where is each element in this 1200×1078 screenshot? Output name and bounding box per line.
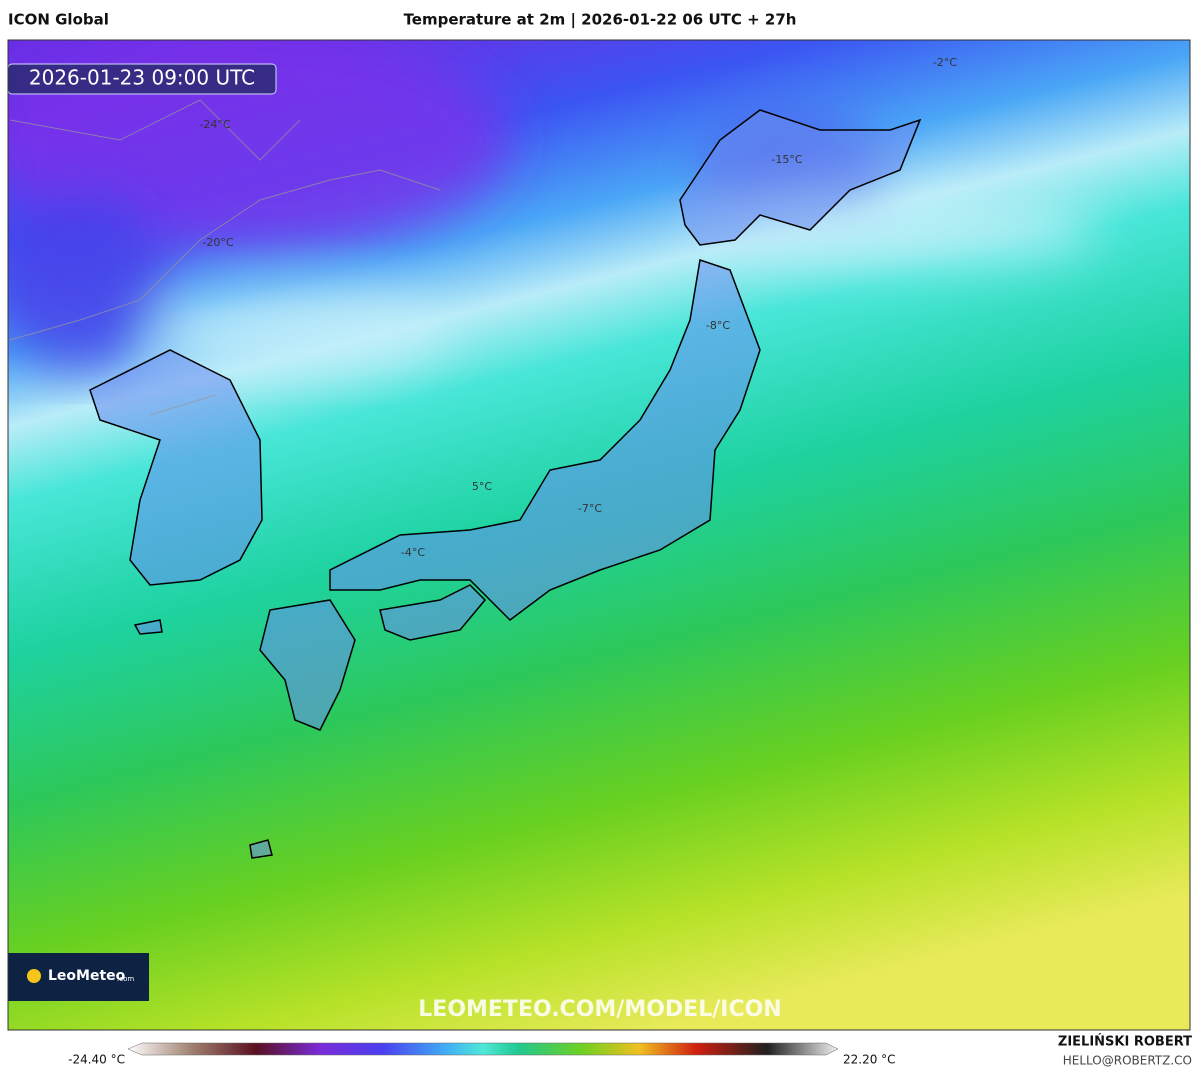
logo-name: LeoMeteo: [48, 968, 126, 984]
temperature-label: -20°C: [202, 236, 233, 249]
temperature-label: -15°C: [771, 153, 802, 166]
model-name: ICON Global: [8, 11, 109, 29]
temperature-label: -24°C: [199, 118, 230, 131]
min-label: -24.40 °C: [68, 1053, 125, 1067]
time-box: [8, 63, 277, 95]
watermark: LEOMETEO.COM/MODEL/ICON: [418, 997, 781, 1022]
max-label: 22.20 °C: [843, 1053, 896, 1067]
borders: [9, 99, 441, 416]
temperature-label: 5°C: [472, 480, 492, 493]
map-frame: [7, 39, 1191, 1031]
temperature-label: -4°C: [401, 546, 425, 559]
logo-suffix: .com: [117, 975, 134, 983]
temperature-label: -8°C: [706, 319, 730, 332]
coastlines: [89, 109, 922, 859]
map-title: Temperature at 2m | 2026-01-22 06 UTC + …: [404, 11, 797, 30]
email: HELLO@ROBERTZ.CO: [1063, 1054, 1192, 1068]
logo-sun: [27, 969, 41, 983]
map-labels: -2°C -24°C -15°C -20°C -8°C 5°C -7°C -4°C: [199, 56, 957, 559]
colorbar: -24.40 °C 22.20 °C: [68, 1042, 896, 1067]
valid-time: 2026-01-23 09:00 UTC: [29, 66, 255, 90]
author: ZIELIŃSKI ROBERT: [1058, 1034, 1192, 1050]
temperature-label: -7°C: [578, 502, 602, 515]
colorbar-ramp: [127, 1042, 839, 1056]
temperature-label: -2°C: [933, 56, 957, 69]
map: -2°C -24°C -15°C -20°C -8°C 5°C -7°C -4°C 2026-…: [8, 40, 1190, 1030]
